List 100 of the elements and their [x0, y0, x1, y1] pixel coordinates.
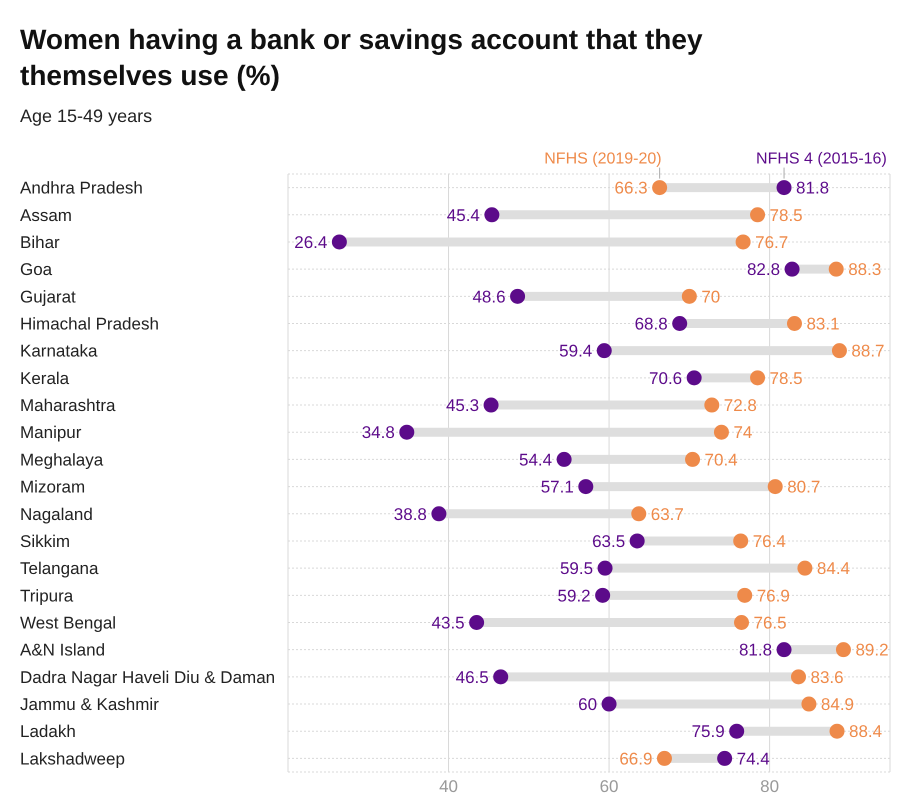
point [717, 750, 732, 766]
y-tick-label: Telangana [20, 559, 100, 578]
point [733, 533, 748, 548]
data-label: 59.5 [560, 559, 594, 578]
data-label: 26.4 [294, 232, 328, 252]
point [672, 316, 688, 331]
y-tick-label: Manipur [20, 423, 82, 442]
data-label: 48.6 [472, 287, 506, 306]
data-label: 76.5 [754, 614, 787, 632]
point [734, 615, 750, 630]
data-label: 78.5 [770, 368, 803, 388]
point [729, 724, 744, 739]
y-tick-label: Gujarat [20, 287, 76, 306]
point [790, 669, 806, 684]
y-tick-label: Nagaland [20, 504, 93, 524]
point [682, 288, 697, 304]
point [602, 696, 617, 712]
x-tick-label: 40 [439, 777, 458, 796]
point [598, 560, 613, 576]
data-label: 43.5 [432, 614, 465, 632]
data-label: 45.4 [446, 206, 480, 225]
data-label: 46.5 [456, 668, 489, 687]
point [737, 588, 752, 603]
point [510, 288, 526, 304]
data-label: 76.9 [756, 586, 790, 606]
data-label: 84.9 [820, 695, 854, 714]
data-label: 70.6 [649, 368, 682, 388]
data-label: 63.5 [592, 532, 626, 551]
y-tick-label: Tripura [20, 586, 74, 606]
data-label: 81.8 [796, 178, 830, 198]
data-label: 88.7 [851, 342, 885, 361]
data-label: 45.3 [446, 396, 480, 416]
point [776, 180, 792, 196]
data-label: 82.8 [746, 260, 780, 280]
point [596, 343, 612, 358]
data-label: 83.1 [806, 314, 840, 334]
point [830, 724, 845, 739]
series-label: NFHS 4 (2015-16) [756, 150, 887, 168]
point [656, 750, 672, 766]
y-tick-label: A&N Island [20, 640, 106, 660]
data-label: 54.4 [519, 450, 552, 470]
y-tick-label: Meghalaya [20, 450, 104, 470]
point [704, 398, 720, 413]
y-tick-label: Mizoram [20, 478, 86, 497]
point [399, 424, 414, 440]
point [768, 479, 783, 494]
y-tick-label: Karnataka [20, 342, 98, 361]
point [652, 180, 668, 196]
y-tick-label: Kerala [20, 368, 70, 388]
y-tick-label: Jammu & Kashmir [20, 695, 160, 714]
text: Age 15-49 years [20, 106, 154, 127]
data-label: 68.8 [634, 314, 668, 334]
y-tick-label: Himachal Pradesh [20, 314, 159, 334]
point [556, 452, 572, 467]
point [630, 533, 645, 548]
point [776, 642, 792, 658]
chart-title: Women having a bank or savings account that they themselves use (%) [20, 23, 704, 93]
point [750, 370, 766, 386]
data-label: 70.4 [704, 450, 738, 470]
y-tick-label: Ladakh [20, 722, 76, 742]
point [828, 262, 844, 277]
y-tick-label: Sikkim [20, 532, 70, 551]
y-tick-label: Goa [20, 260, 53, 280]
point [484, 207, 500, 222]
data-label: 34.8 [362, 423, 395, 442]
data-label: 89.2 [855, 640, 889, 660]
data-label: 59.2 [558, 586, 591, 606]
data-label: 59.4 [559, 342, 592, 361]
point [784, 262, 800, 277]
data-label: 66.9 [619, 749, 652, 768]
point [631, 506, 646, 522]
point [493, 669, 508, 684]
point [332, 234, 347, 250]
data-label: 76.4 [752, 532, 786, 551]
y-tick-label: Dadra Nagar Haveli Diu & Daman [20, 668, 276, 687]
data-label: 60 [578, 695, 598, 714]
data-label: 84.4 [816, 559, 850, 578]
point [686, 370, 702, 386]
data-label: 75.9 [692, 722, 725, 742]
y-tick-label: Lakshadweep [20, 749, 125, 768]
data-label: 76.7 [755, 232, 788, 252]
point [578, 479, 594, 494]
point [431, 506, 446, 522]
data-label: 70 [701, 287, 720, 306]
data-label: 57.1 [540, 478, 574, 497]
point [786, 316, 802, 331]
y-tick-label: Andhra Pradesh [20, 178, 143, 198]
y-tick-label: West Bengal [20, 614, 116, 632]
x-tick-label: 60 [600, 777, 619, 796]
data-label: 88.4 [849, 722, 882, 742]
y-tick-label: Bihar [20, 232, 60, 252]
point [801, 696, 816, 712]
data-label: 66.3 [614, 178, 648, 198]
y-tick-label: Assam [20, 206, 72, 225]
x-tick-label: 80 [760, 777, 780, 796]
data-label: 88.3 [848, 260, 882, 280]
data-label: 83.6 [810, 668, 844, 687]
series-label: NFHS (2019-20) [544, 150, 662, 168]
data-label: 78.5 [770, 206, 803, 225]
data-label: 72.8 [724, 396, 757, 416]
